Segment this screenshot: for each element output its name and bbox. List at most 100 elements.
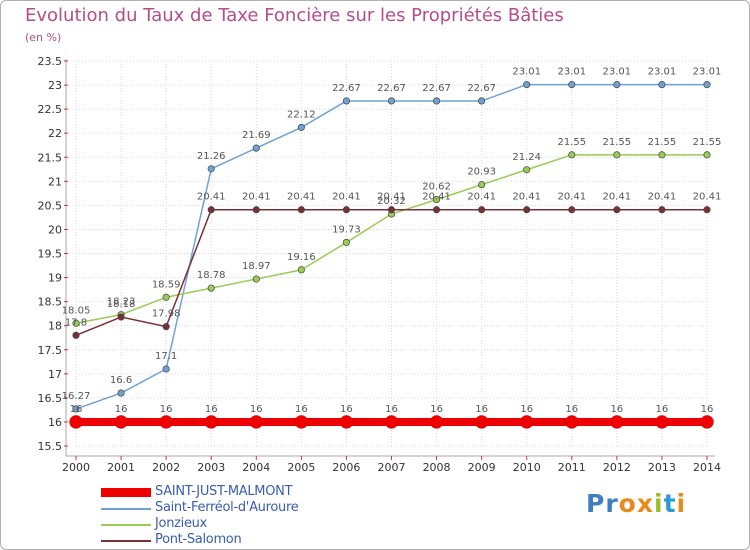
chart-unit-label: (en %) <box>25 31 62 44</box>
y-tick-label: 21.5 <box>38 151 63 164</box>
y-tick-label: 19.5 <box>38 248 63 261</box>
data-point-jonzieux <box>297 266 305 274</box>
data-label-saint-ferreol-d-auroure: 17.1 <box>155 351 177 362</box>
data-point-jonzieux <box>342 238 350 246</box>
data-label-saint-just-malmont: 16 <box>701 404 714 415</box>
data-point-pont-salomon <box>387 206 396 214</box>
data-label-saint-ferreol-d-auroure: 23.01 <box>603 67 632 78</box>
x-tick-label: 2003 <box>197 461 225 474</box>
x-tick-label: 2014 <box>693 461 721 474</box>
data-point-pont-salomon <box>207 206 215 214</box>
legend-item-saint-ferreol-d-auroure: Saint-Ferréol-d'Auroure <box>101 500 361 517</box>
data-label-saint-just-malmont: 16 <box>610 404 623 415</box>
legend-label: Jonzieux <box>155 516 207 531</box>
data-point-pont-salomon <box>523 206 531 214</box>
y-tick-label: 20.5 <box>38 199 63 212</box>
data-label-jonzieux: 20.62 <box>422 182 451 193</box>
x-tick-label: 2010 <box>513 461 541 474</box>
data-label-saint-ferreol-d-auroure: 23.01 <box>557 67 586 78</box>
data-label-saint-just-malmont: 16 <box>250 404 263 415</box>
data-point-saint-just-malmont <box>69 415 83 429</box>
data-point-pont-salomon <box>478 206 486 214</box>
data-label-pont-salomon: 20.41 <box>197 192 226 203</box>
data-point-saint-just-malmont <box>655 415 669 429</box>
data-point-saint-just-malmont <box>384 415 399 429</box>
data-label-saint-ferreol-d-auroure: 21.26 <box>197 151 226 162</box>
data-point-saint-ferreol-d-auroure <box>342 97 350 105</box>
x-tick-label: 2002 <box>152 461 180 474</box>
x-tick-label: 2012 <box>603 461 631 474</box>
data-point-saint-just-malmont <box>429 415 444 429</box>
legend-swatch <box>101 508 151 510</box>
y-tick-label: 22 <box>48 127 62 140</box>
data-point-saint-just-malmont <box>610 415 624 429</box>
data-point-pont-salomon <box>117 313 125 321</box>
data-point-saint-ferreol-d-auroure <box>523 81 531 89</box>
legend-swatch <box>101 488 151 497</box>
data-point-saint-just-malmont <box>294 415 309 429</box>
data-point-pont-salomon <box>568 206 576 214</box>
data-point-saint-ferreol-d-auroure <box>703 81 711 89</box>
data-point-saint-just-malmont <box>339 415 354 429</box>
data-point-jonzieux <box>613 151 621 159</box>
data-label-saint-just-malmont: 16 <box>295 404 308 415</box>
chart-title: Evolution du Taux de Taxe Foncière sur l… <box>25 5 564 26</box>
x-tick-label: 2007 <box>378 461 406 474</box>
y-tick-label: 19 <box>48 272 62 285</box>
data-label-saint-ferreol-d-auroure: 23.01 <box>693 67 722 78</box>
x-tick-label: 2006 <box>332 461 360 474</box>
data-label-saint-just-malmont: 16 <box>205 404 218 415</box>
data-point-pont-salomon <box>72 331 80 339</box>
data-point-saint-ferreol-d-auroure <box>117 389 125 397</box>
data-point-saint-ferreol-d-auroure <box>252 144 260 152</box>
data-label-pont-salomon: 20.41 <box>512 192 541 203</box>
data-label-pont-salomon: 20.41 <box>693 192 722 203</box>
legend-swatch <box>101 524 151 526</box>
y-tick-label: 17.5 <box>38 344 63 357</box>
y-tick-label: 23.5 <box>38 55 63 68</box>
logo-letter: t <box>663 489 677 518</box>
data-label-pont-salomon: 20.41 <box>648 192 677 203</box>
data-label-jonzieux: 18.97 <box>242 261 271 272</box>
data-point-pont-salomon <box>252 206 260 214</box>
data-label-jonzieux: 21.24 <box>512 152 541 163</box>
data-label-pont-salomon: 20.41 <box>422 192 451 203</box>
data-point-jonzieux <box>703 151 711 159</box>
x-tick-label: 2000 <box>62 461 90 474</box>
legend-label: Saint-Ferréol-d'Auroure <box>155 500 299 515</box>
data-point-saint-ferreol-d-auroure <box>387 97 396 105</box>
data-label-saint-ferreol-d-auroure: 22.67 <box>422 83 451 94</box>
data-label-saint-ferreol-d-auroure: 22.67 <box>467 83 496 94</box>
data-label-saint-just-malmont: 16 <box>385 404 398 415</box>
data-label-jonzieux: 21.55 <box>603 137 632 148</box>
data-point-pont-salomon <box>297 206 305 214</box>
data-point-pont-salomon <box>613 206 621 214</box>
data-point-saint-ferreol-d-auroure <box>207 165 215 173</box>
data-label-pont-salomon: 20.41 <box>557 192 586 203</box>
data-label-pont-salomon: 17.98 <box>152 309 181 320</box>
y-tick-label: 22.5 <box>38 103 63 116</box>
logo-letter: i <box>654 489 664 518</box>
data-label-saint-ferreol-d-auroure: 23.01 <box>512 67 541 78</box>
data-label-jonzieux: 21.55 <box>557 137 586 148</box>
data-label-jonzieux: 18.59 <box>152 279 181 290</box>
data-label-saint-ferreol-d-auroure: 16.6 <box>110 375 132 386</box>
data-label-jonzieux: 18.23 <box>107 297 136 308</box>
data-point-saint-just-malmont <box>249 415 264 429</box>
data-point-saint-just-malmont <box>159 415 173 429</box>
data-label-jonzieux: 21.55 <box>648 137 677 148</box>
data-point-saint-ferreol-d-auroure <box>297 123 305 131</box>
data-label-pont-salomon: 20.41 <box>332 192 361 203</box>
data-point-saint-ferreol-d-auroure <box>568 81 576 89</box>
x-tick-label: 2011 <box>558 461 586 474</box>
x-tick-label: 2009 <box>468 461 496 474</box>
y-tick-label: 20 <box>48 223 62 236</box>
data-point-saint-ferreol-d-auroure <box>478 97 486 105</box>
data-label-saint-just-malmont: 16 <box>160 404 173 415</box>
data-label-saint-just-malmont: 16 <box>565 404 578 415</box>
data-label-pont-salomon: 17.8 <box>65 317 87 328</box>
data-point-jonzieux <box>478 181 486 189</box>
data-label-saint-ferreol-d-auroure: 23.01 <box>648 67 677 78</box>
data-point-jonzieux <box>252 275 260 283</box>
data-point-saint-ferreol-d-auroure <box>72 405 80 413</box>
